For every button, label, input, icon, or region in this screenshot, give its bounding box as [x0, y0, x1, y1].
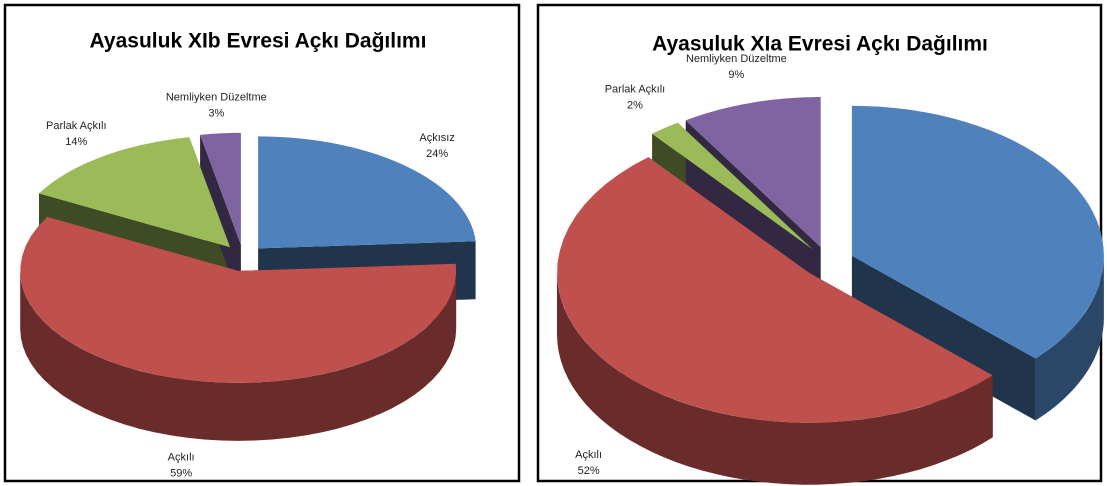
pie-slice	[652, 122, 813, 250]
data-label-value: 24%	[426, 148, 448, 160]
pie-slice	[200, 132, 241, 245]
chart-title: Ayasuluk XIb Evresi Açkı Dağılımı	[90, 30, 427, 53]
data-label-value: 59%	[170, 467, 192, 479]
data-label-name: Açkılı	[168, 451, 195, 463]
slice-side	[20, 270, 457, 441]
pie-slice	[258, 136, 476, 249]
data-label-value: 52%	[578, 465, 600, 477]
data-label-value: 3%	[208, 107, 224, 119]
data-label-name: Nemliyken Düzeltme	[686, 53, 787, 65]
slice-side	[557, 272, 993, 485]
data-label-name: Parlak Açkılı	[605, 84, 666, 96]
slice-side	[1035, 255, 1104, 421]
data-label-value: 9%	[728, 69, 744, 81]
pie-slice	[39, 137, 231, 248]
chart-title: Ayasuluk XIa Evresi Açkı Dağılımı	[652, 33, 988, 56]
pie-slice	[685, 97, 821, 247]
data-label-name: Açkılı	[575, 449, 602, 461]
pie-slice	[557, 157, 993, 423]
data-label-value: 2%	[627, 100, 643, 112]
data-label-value: 14%	[65, 136, 87, 148]
pie-slice	[851, 105, 1104, 359]
data-label-name: Açkısız	[419, 132, 454, 144]
slice-wall	[200, 134, 241, 303]
data-label-name: Parlak Açkılı	[46, 120, 107, 132]
pie-slice	[20, 216, 457, 383]
data-label-name: Nemliyken Düzeltme	[166, 91, 267, 103]
